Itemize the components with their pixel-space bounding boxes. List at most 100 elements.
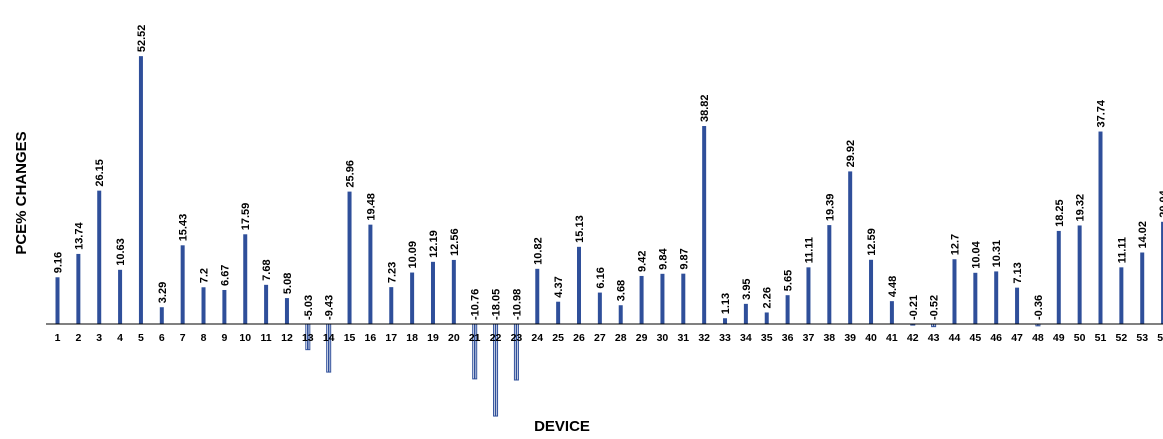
bar-device-19 [431,262,435,324]
x-tick-label-15: 15 [344,332,356,344]
x-tick-label-9: 9 [221,332,227,344]
x-tick-label-42: 42 [907,332,919,344]
data-label-device-47: 7.13 [1012,262,1024,283]
data-label-device-45: 10.04 [970,240,982,268]
bar-device-1 [56,277,60,324]
x-tick-label-8: 8 [201,332,207,344]
bar-device-7 [181,245,185,324]
x-tick-label-43: 43 [928,332,940,344]
data-label-device-7: 15.43 [178,214,190,242]
data-label-device-44: 12.7 [949,234,961,255]
data-label-device-2: 13.74 [73,222,85,250]
bar-device-52 [1119,267,1123,324]
x-tick-label-7: 7 [180,332,186,344]
x-tick-label-45: 45 [969,332,981,344]
x-tick-label-35: 35 [761,332,773,344]
data-label-device-25: 4.37 [553,276,565,297]
data-label-device-52: 11.11 [1116,237,1128,263]
bar-device-28 [619,305,623,324]
bar-device-10 [243,234,247,324]
data-label-device-53: 14.02 [1137,221,1149,249]
x-tick-label-6: 6 [159,332,165,344]
data-label-device-38: 19.39 [824,194,836,222]
x-tick-label-25: 25 [552,332,564,344]
bar-device-27 [598,293,602,324]
bar-device-51 [1099,132,1103,324]
bar-device-38 [827,225,831,324]
data-label-device-46: 10.31 [991,240,1003,268]
data-label-device-9: 6.67 [219,265,231,286]
bar-device-12 [285,298,289,324]
data-label-device-48: -0.36 [1033,295,1045,320]
x-tick-label-37: 37 [803,332,815,344]
data-label-device-27: 6.16 [595,267,607,288]
x-tick-label-16: 16 [365,332,377,344]
x-tick-label-30: 30 [657,332,669,344]
data-label-device-33: 1.13 [720,293,732,314]
data-label-device-5: 52.52 [136,25,148,53]
data-label-device-28: 3.68 [616,280,628,301]
x-tick-label-5: 5 [138,332,144,344]
x-tick-label-22: 22 [490,332,502,344]
data-label-device-24: 10.82 [532,237,544,265]
data-label-device-43: -0.52 [929,295,941,320]
data-label-device-1: 9.16 [53,252,65,273]
data-label-device-13: -5.03 [303,295,315,320]
data-label-device-8: 7.2 [199,268,211,283]
bar-device-17 [389,287,393,324]
data-label-device-26: 15.13 [574,215,586,243]
data-label-device-54: 20.04 [1158,189,1163,217]
bar-device-30 [660,274,664,324]
bar-device-26 [577,247,581,324]
data-label-device-51: 37.74 [1096,99,1108,127]
data-label-device-21: -10.76 [470,289,482,320]
x-tick-label-34: 34 [740,332,752,344]
data-label-device-22: -18.05 [491,289,503,320]
x-tick-label-10: 10 [239,332,251,344]
x-tick-label-19: 19 [427,332,439,344]
y-axis-label: PCE% CHANGES [13,131,30,254]
data-label-device-10: 17.59 [240,203,252,231]
data-label-device-34: 3.95 [741,278,753,299]
x-tick-label-49: 49 [1053,332,1065,344]
data-label-device-12: 5.08 [282,273,294,294]
data-label-device-3: 26.15 [94,159,106,187]
bar-device-35 [765,312,769,324]
x-tick-label-50: 50 [1074,332,1086,344]
x-tick-label-48: 48 [1032,332,1044,344]
x-tick-label-39: 39 [844,332,856,344]
data-label-device-49: 18.25 [1054,199,1066,227]
x-tick-label-52: 52 [1116,332,1128,344]
x-tick-label-12: 12 [281,332,293,344]
x-tick-label-13: 13 [302,332,314,344]
x-tick-label-28: 28 [615,332,627,344]
bar-device-34 [744,304,748,324]
bar-device-11 [264,285,268,324]
bar-device-46 [994,271,998,324]
bar-device-53 [1140,253,1144,325]
x-tick-label-20: 20 [448,332,460,344]
data-label-device-20: 12.56 [449,228,461,256]
x-tick-label-51: 51 [1095,332,1107,344]
data-label-device-31: 9.87 [678,248,690,269]
bar-device-4 [118,270,122,324]
data-label-device-16: 19.48 [365,193,377,221]
data-label-device-29: 9.42 [637,251,649,272]
data-label-device-4: 10.63 [115,238,127,266]
x-tick-label-26: 26 [573,332,585,344]
data-label-device-14: -9.43 [324,295,336,320]
x-tick-label-21: 21 [469,332,481,344]
x-tick-label-41: 41 [886,332,898,344]
bar-device-41 [890,301,894,324]
data-label-device-39: 29.92 [845,140,857,168]
data-label-device-32: 38.82 [699,94,711,122]
x-tick-label-54: 54 [1157,332,1163,344]
data-label-device-11: 7.68 [261,259,273,280]
bar-device-50 [1078,225,1082,324]
bar-device-18 [410,273,414,324]
bar-device-6 [160,307,164,324]
data-label-device-40: 12.59 [866,228,878,256]
bar-device-40 [869,260,873,324]
